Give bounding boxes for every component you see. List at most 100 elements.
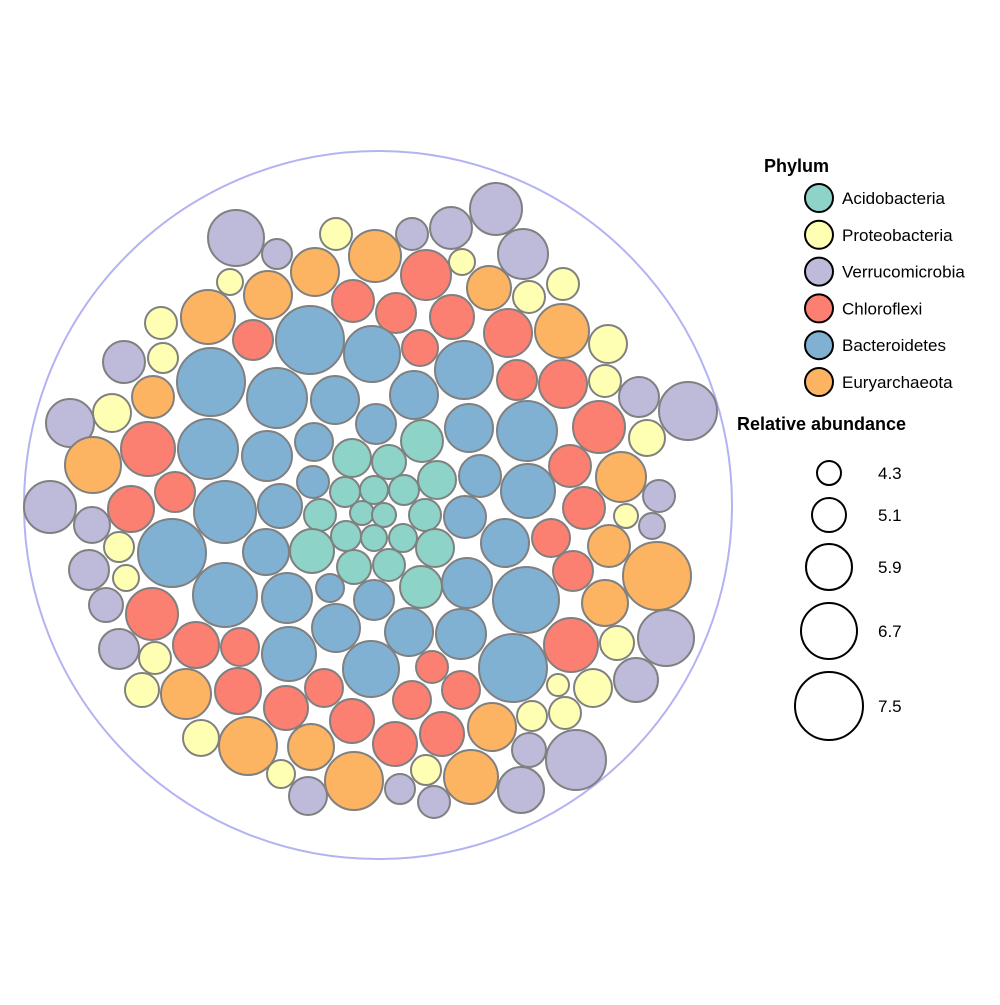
bubble-proteobacteria [147, 342, 179, 374]
bubble-proteobacteria [516, 700, 548, 732]
bubble-euryarchaeota [324, 751, 384, 811]
bubble-chloroflexi [401, 329, 439, 367]
color-legend-title: Phylum [764, 156, 829, 176]
bubble-verrucomicrobia [45, 398, 95, 448]
bubble-euryarchaeota [622, 541, 692, 611]
size-legend-circle [816, 460, 842, 486]
size-legend-label: 7.5 [878, 697, 902, 716]
bubble-chloroflexi [107, 485, 155, 533]
bubble-verrucomicrobia [395, 217, 429, 251]
bubble-proteobacteria [138, 641, 172, 675]
bubble-proteobacteria [319, 217, 353, 251]
bubble-bacteroidetes [384, 607, 434, 657]
bubble-acidobacteria [360, 524, 388, 552]
bubble-proteobacteria [103, 531, 135, 563]
legend-swatch-verrucomicrobia [804, 256, 834, 287]
bubble-bacteroidetes [137, 518, 207, 588]
bubble-bacteroidetes [444, 403, 494, 453]
bubble-bacteroidetes [434, 340, 494, 400]
size-legend-label: 5.9 [878, 558, 902, 577]
bubble-bacteroidetes [294, 422, 334, 462]
size-legend-circle [794, 671, 864, 741]
bubble-proteobacteria [628, 419, 666, 457]
bubble-chloroflexi [543, 617, 599, 673]
bubble-acidobacteria [359, 475, 389, 505]
bubble-proteobacteria [548, 696, 582, 730]
bubble-verrucomicrobia [429, 206, 473, 250]
bubble-proteobacteria [182, 719, 220, 757]
bubble-euryarchaeota [180, 289, 236, 345]
bubble-euryarchaeota [534, 303, 590, 359]
bubble-verrucomicrobia [618, 376, 660, 418]
bubble-bacteroidetes [441, 557, 493, 609]
bubble-bacteroidetes [353, 579, 395, 621]
bubble-verrucomicrobia [497, 228, 549, 280]
bubble-acidobacteria [372, 548, 406, 582]
bubble-proteobacteria [112, 564, 140, 592]
bubble-chloroflexi [392, 680, 432, 720]
size-legend: Relative abundance 4.3 5.1 5.9 6.7 7.5 [737, 414, 906, 741]
size-legend-circle [800, 602, 858, 660]
bubble-acidobacteria [408, 498, 442, 532]
legend-swatch-proteobacteria [804, 219, 834, 250]
color-legend: Phylum Acidobacteria Proteobacteria Verruc… [764, 156, 965, 397]
bubble-acidobacteria [303, 498, 337, 532]
bubble-euryarchaeota [243, 270, 293, 320]
bubble-bacteroidetes [343, 325, 401, 383]
legend-swatch-chloroflexi [804, 293, 834, 324]
bubble-proteobacteria [266, 759, 296, 789]
legend-swatch-euryarchaeota [804, 367, 834, 397]
bubble-proteobacteria [599, 625, 635, 661]
bubble-chloroflexi [125, 587, 179, 641]
bubble-bacteroidetes [458, 454, 502, 498]
bubble-acidobacteria [371, 502, 397, 528]
bubble-euryarchaeota [287, 723, 335, 771]
bubble-acidobacteria [388, 523, 418, 553]
bubble-acidobacteria [399, 565, 443, 609]
bubble-euryarchaeota [160, 668, 212, 720]
bubble-chloroflexi [400, 249, 452, 301]
bubble-acidobacteria [417, 460, 457, 500]
bubble-proteobacteria [546, 673, 570, 697]
bubble-bacteroidetes [193, 480, 257, 544]
bubble-euryarchaeota [348, 229, 402, 283]
bubble-bacteroidetes [261, 572, 313, 624]
bubble-euryarchaeota [587, 524, 631, 568]
bubble-verrucomicrobia [658, 381, 718, 441]
bubble-proteobacteria [448, 248, 476, 276]
bubble-proteobacteria [588, 364, 622, 398]
bubble-bacteroidetes [478, 633, 548, 703]
bubble-bacteroidetes [389, 370, 439, 420]
bubble-bacteroidetes [176, 347, 246, 417]
bubble-acidobacteria [349, 500, 375, 526]
legend-label-euryarchaeota: Euryarchaeota [842, 373, 953, 392]
bubble-verrucomicrobia [98, 628, 140, 670]
bubble-chloroflexi [375, 292, 417, 334]
bubble-chloroflexi [441, 670, 481, 710]
bubble-euryarchaeota [131, 375, 175, 419]
bubble-chloroflexi [415, 650, 449, 684]
bubble-chloroflexi [232, 319, 274, 361]
bubble-chloroflexi [304, 668, 344, 708]
bubble-chloroflexi [538, 359, 588, 409]
bubble-chloroflexi [172, 621, 220, 669]
size-legend-label: 4.3 [878, 464, 902, 483]
bubble-bacteroidetes [496, 400, 558, 462]
bubble-proteobacteria [410, 754, 442, 786]
bubble-bacteroidetes [192, 562, 258, 628]
bubble-verrucomicrobia [613, 657, 659, 703]
bubble-chloroflexi [531, 518, 571, 558]
bubble-verrucomicrobia [384, 773, 416, 805]
bubble-acidobacteria [289, 528, 335, 574]
bubble-verrucomicrobia [102, 340, 146, 384]
size-legend-circle [805, 543, 853, 591]
legend-swatch-bacteroidetes [804, 330, 834, 361]
bubble-acidobacteria [332, 438, 372, 478]
bubble-bacteroidetes [435, 608, 487, 660]
legend-label-verrucomicrobia: Verrucomicrobia [842, 263, 965, 282]
bubble-bacteroidetes [261, 626, 317, 682]
bubble-chloroflexi [263, 685, 309, 731]
size-legend-label: 6.7 [878, 622, 902, 641]
